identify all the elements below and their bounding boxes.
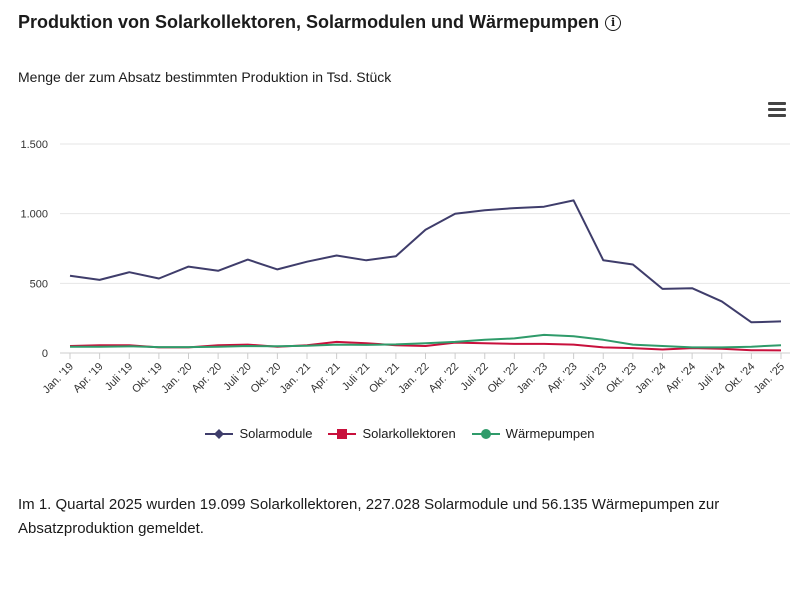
legend-label: Wärmepumpen: [505, 426, 595, 441]
x-tick-label: Jan. '22: [396, 361, 431, 396]
x-tick-label: Okt. '19: [130, 361, 165, 396]
x-tick-label: Jan. '23: [515, 361, 550, 396]
x-tick-label: Apr. '22: [427, 361, 462, 396]
x-tick-label: Jan. '19: [41, 361, 76, 396]
chart-title-row: Produktion von Solarkollektoren, Solarmo…: [18, 12, 622, 33]
chart-subtitle: Menge der zum Absatz bestimmten Produkti…: [18, 69, 392, 85]
x-tick-label: Apr. '20: [190, 361, 225, 396]
x-tick-label: Okt. '23: [604, 361, 639, 396]
hamburger-menu-icon[interactable]: [768, 102, 786, 118]
y-tick-label: 1.500: [20, 139, 48, 151]
legend-symbol-square-icon: [328, 428, 357, 439]
x-tick-label: Jan. '24: [633, 361, 668, 396]
x-tick-label: Apr. '21: [308, 361, 343, 396]
legend-label: Solarmodule: [239, 426, 313, 441]
x-tick-label: Okt. '20: [248, 361, 283, 396]
chart-legend: Solarmodule Solarkollektoren Wärmepumpen: [0, 426, 800, 441]
legend-symbol-circle-icon: [471, 428, 500, 439]
x-tick-label: Okt. '22: [485, 361, 520, 396]
y-tick-label: 0: [42, 348, 48, 360]
y-tick-label: 1.000: [20, 209, 48, 221]
x-tick-label: Jan. '20: [159, 361, 194, 396]
x-tick-label: Apr. '23: [545, 361, 580, 396]
x-tick-label: Jan. '21: [278, 361, 313, 396]
series-line-solarmodule: [69, 199, 782, 324]
x-tick-label: Okt. '24: [722, 361, 757, 396]
legend-item-solarkollektoren[interactable]: Solarkollektoren: [328, 426, 456, 441]
x-tick-label: Apr. '24: [664, 361, 699, 396]
legend-label: Solarkollektoren: [362, 426, 456, 441]
x-tick-label: Jan. '25: [752, 361, 787, 396]
chart-title: Produktion von Solarkollektoren, Solarmo…: [18, 12, 600, 32]
legend-item-wärmepumpen[interactable]: Wärmepumpen: [471, 426, 595, 441]
series-line-wärmepumpen: [70, 333, 782, 349]
legend-symbol-diamond-icon: [205, 428, 234, 439]
y-tick-label: 500: [30, 278, 48, 290]
x-tick-label: Apr. '19: [71, 361, 106, 396]
x-tick-label: Okt. '21: [367, 361, 402, 396]
info-icon[interactable]: i: [605, 14, 622, 31]
legend-item-solarmodule[interactable]: Solarmodule: [205, 426, 312, 441]
footnote-text: Im 1. Quartal 2025 wurden 19.099 Solarko…: [18, 496, 720, 537]
